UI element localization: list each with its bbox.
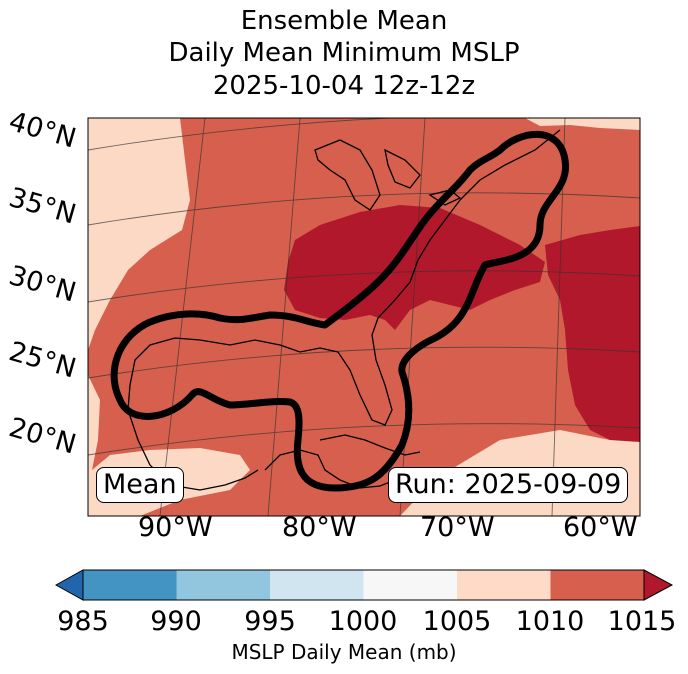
map-area (88, 118, 640, 516)
colorbar-arrow-low (54, 569, 84, 601)
colorbar-bin-1010-1015 (550, 570, 644, 600)
coast-cuba (319, 434, 421, 456)
title-line-2: Daily Mean Minimum MSLP (168, 38, 520, 68)
lon-label-60w: 60°W (563, 512, 638, 543)
pressure-field-light-nw (88, 118, 190, 350)
colorbar-bin-1000-1005 (363, 570, 457, 600)
colorbar-tick-1010: 1010 (515, 606, 585, 637)
parallel-30n (88, 270, 640, 303)
colorbar-label: MSLP Daily Mean (mb) (231, 640, 457, 664)
colorbar-tick-1005: 1005 (422, 606, 492, 637)
map-frame (87, 117, 641, 517)
coast-east (127, 129, 561, 491)
colorbar-bin-995-1000 (270, 570, 364, 600)
title-line-1: Ensemble Mean (240, 6, 448, 36)
colorbar-tick-990: 990 (150, 606, 202, 637)
colorbar-frame (82, 569, 645, 601)
parallel-40n (88, 118, 640, 151)
pressure-field-dark-east (284, 205, 545, 330)
lon-label-70w: 70°W (420, 512, 495, 543)
meridian-70w (399, 118, 426, 516)
colorbar-bin-1005-1010 (457, 570, 551, 600)
lon-label-80w: 80°W (282, 512, 357, 543)
colorbar-arrow-high (643, 569, 674, 601)
colorbar-tick-1000: 1000 (328, 606, 398, 637)
lon-label-90w: 90°W (138, 512, 213, 543)
colorbar-tick-1015: 1015 (607, 606, 677, 637)
colorbar-bin-985-990 (83, 570, 177, 600)
pressure-field-light-ne (525, 118, 640, 130)
parallel-20n (88, 423, 640, 456)
track-contour (110, 130, 570, 492)
coast-lakes-a (314, 139, 381, 211)
parallel-25n (88, 346, 640, 379)
mean-label: Mean (96, 467, 184, 503)
colorbar-tick-985: 985 (57, 606, 109, 637)
graticule (88, 118, 640, 516)
colorbar (54, 569, 674, 601)
coast-lakes-b (384, 148, 421, 189)
title-line-3: 2025-10-04 12z-12z (212, 71, 476, 101)
colorbar-bin-990-995 (176, 570, 270, 600)
colorbar-tick-995: 995 (244, 606, 296, 637)
run-date-label: Run: 2025-09-09 (388, 467, 629, 503)
pressure-field-dark-atlantic (545, 226, 640, 442)
